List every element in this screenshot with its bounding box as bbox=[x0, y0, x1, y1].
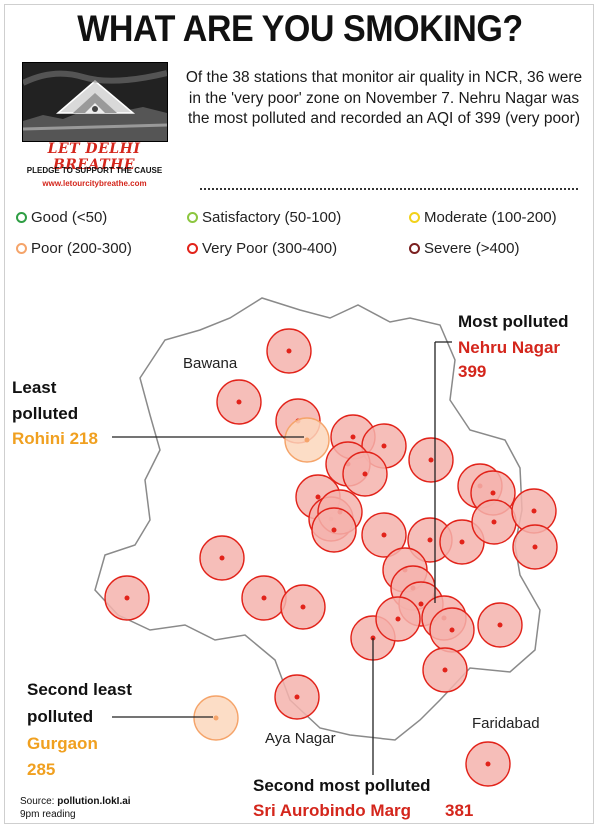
second-most-title: Second most polluted bbox=[253, 776, 431, 795]
most-polluted-name: Nehru Nagar bbox=[458, 338, 561, 357]
station-dot bbox=[331, 527, 337, 533]
second-least-name: Gurgaon bbox=[27, 734, 98, 753]
legend-satisfactory-label: Satisfactory (50-100) bbox=[202, 209, 342, 226]
campaign-url: www.letourcitybreathe.com bbox=[42, 179, 147, 188]
station-dot bbox=[428, 457, 434, 463]
station-dot bbox=[362, 471, 368, 477]
page-title: WHAT ARE YOU SMOKING? bbox=[77, 8, 523, 49]
legend-poor: Poor (200-300) bbox=[16, 240, 132, 257]
station-dot bbox=[124, 595, 130, 601]
station-dot bbox=[300, 604, 306, 610]
station-dot bbox=[395, 616, 401, 622]
station-dot bbox=[381, 532, 387, 538]
station-dot bbox=[531, 508, 537, 514]
legend-severe-label: Severe (>400) bbox=[424, 240, 520, 257]
legend-moderate-label: Moderate (100-200) bbox=[424, 209, 557, 226]
station-dot bbox=[449, 627, 455, 633]
faridabad-label: Faridabad bbox=[472, 715, 540, 732]
least-polluted-title-2: polluted bbox=[12, 404, 79, 423]
bawana-label: Bawana bbox=[183, 355, 238, 372]
legend-severe: Severe (>400) bbox=[409, 240, 519, 257]
legend-moderate: Moderate (100-200) bbox=[409, 209, 557, 226]
moderate-marker-icon bbox=[409, 212, 420, 223]
legend-good: Good (<50) bbox=[16, 209, 107, 226]
station-dot bbox=[427, 537, 433, 543]
satisfactory-marker-icon bbox=[187, 212, 198, 223]
dotted-divider bbox=[200, 188, 578, 190]
most-polluted-title: Most polluted bbox=[458, 312, 569, 331]
campaign-logo-title: LET DELHI BREATHE bbox=[47, 141, 141, 173]
station-dot bbox=[532, 544, 538, 550]
station-dot bbox=[213, 715, 219, 721]
legend-poor-label: Poor (200-300) bbox=[31, 240, 132, 257]
least-polluted-title-1: Least bbox=[12, 378, 57, 397]
good-marker-icon bbox=[16, 212, 27, 223]
station-dot bbox=[350, 434, 356, 440]
legend-good-label: Good (<50) bbox=[31, 209, 108, 226]
station-dot bbox=[219, 555, 225, 561]
source-value: pollution.lokI.ai bbox=[57, 796, 131, 807]
intro-text: Of the 38 stations that monitor air qual… bbox=[185, 69, 583, 127]
poor-marker-icon bbox=[16, 243, 27, 254]
infographic-frame bbox=[4, 4, 594, 824]
source-note: Source: pollution.lokI.ai 9pm reading bbox=[20, 795, 131, 821]
legend-very-poor-label: Very Poor (300-400) bbox=[202, 240, 338, 257]
station-dot bbox=[236, 399, 242, 405]
aya-nagar-label: Aya Nagar bbox=[265, 730, 336, 747]
second-most-name: Sri Aurobindo Marg bbox=[253, 801, 412, 820]
station-dot bbox=[304, 437, 310, 443]
station-dot bbox=[497, 622, 503, 628]
station-dot bbox=[459, 539, 465, 545]
station-dot bbox=[381, 443, 387, 449]
most-polluted-value: 399 bbox=[458, 362, 487, 381]
station-dot bbox=[491, 519, 497, 525]
station-dot bbox=[261, 595, 267, 601]
station-dot bbox=[418, 601, 424, 607]
legend-very-poor: Very Poor (300-400) bbox=[187, 240, 337, 257]
legend-satisfactory: Satisfactory (50-100) bbox=[187, 209, 341, 226]
station-dot bbox=[294, 694, 300, 700]
campaign-logo-image bbox=[22, 62, 168, 142]
second-least-title-2: polluted bbox=[27, 707, 94, 726]
station-dot bbox=[286, 348, 292, 354]
station-dot bbox=[442, 667, 448, 673]
very-poor-marker-icon bbox=[187, 243, 198, 254]
second-least-value: 285 bbox=[27, 760, 56, 779]
source-label: Source: bbox=[20, 796, 55, 807]
reading-time: 9pm reading bbox=[20, 809, 76, 820]
second-most-value: 381 bbox=[445, 801, 474, 820]
second-least-title-1: Second least bbox=[27, 680, 132, 699]
station-dot bbox=[485, 761, 491, 767]
least-polluted-name: Rohini 218 bbox=[12, 429, 98, 448]
campaign-pledge: PLEDGE TO SUPPORT THE CAUSE bbox=[26, 166, 163, 175]
severe-marker-icon bbox=[409, 243, 420, 254]
delhi-boundary bbox=[94, 297, 541, 741]
station-dot bbox=[490, 490, 496, 496]
station-dot bbox=[315, 494, 321, 500]
